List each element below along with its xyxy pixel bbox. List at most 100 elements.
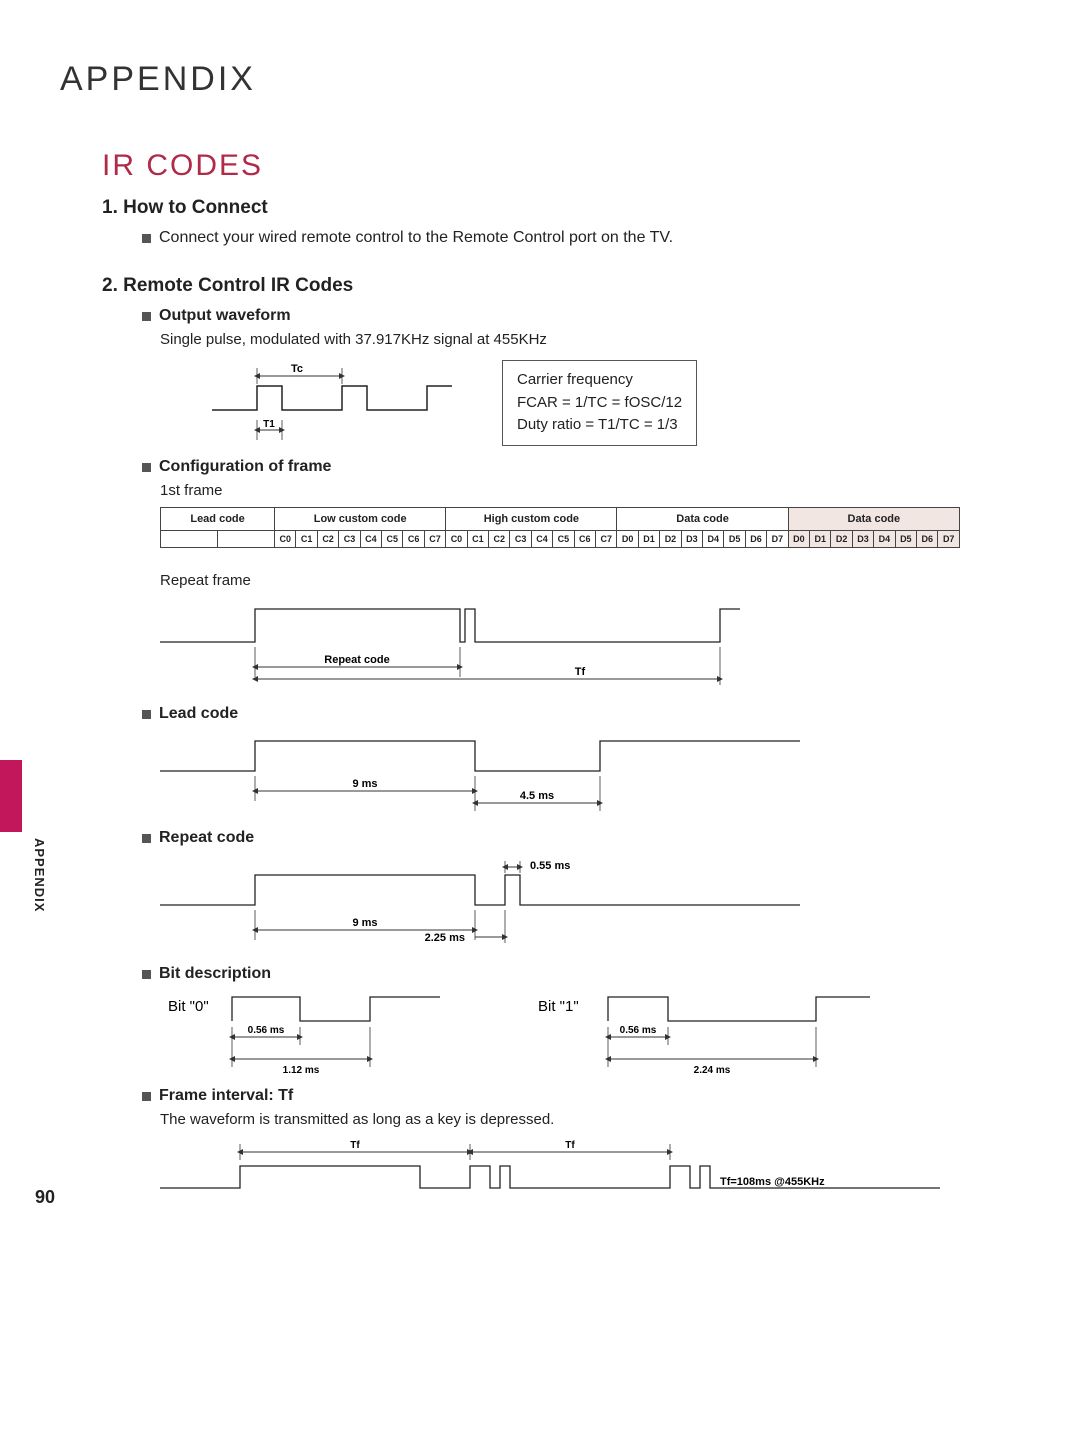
byte-cell: C3 (339, 531, 360, 548)
content-area: 1. How to Connect Connect your wired rem… (102, 197, 1020, 1208)
frame-table: Lead code Low custom code High custom co… (160, 507, 960, 548)
repeat-055: 0.55 ms (530, 860, 570, 872)
byte-cell: D5 (895, 531, 916, 548)
tc-label: Tc (291, 363, 303, 375)
remote-ir-heading: 2. Remote Control IR Codes (102, 275, 1020, 297)
lead-blank1 (161, 531, 218, 548)
first-frame-label: 1st frame (160, 482, 1020, 499)
bit1-block: Bit "1" 0.56 ms 2.24 ms (530, 989, 870, 1079)
t1-label: T1 (263, 419, 275, 430)
bit-desc-label: Bit description (159, 965, 271, 983)
lead-45ms: 4.5 ms (520, 790, 554, 802)
bit0-112: 1.12 ms (283, 1065, 320, 1076)
appendix-heading: APPENDIX (60, 60, 1020, 99)
square-bullet-icon (142, 1092, 151, 1101)
ir-codes-heading: IR CODES (102, 149, 1020, 183)
waveform-row: Tc T1 Carrier frequency FCAR = 1/TC = fO… (202, 360, 1020, 450)
carrier-line1: Carrier frequency (517, 369, 682, 392)
config-frame-label: Configuration of frame (159, 458, 331, 476)
frame-interval-label: Frame interval: Tf (159, 1087, 293, 1105)
byte-cell: D4 (703, 531, 724, 548)
byte-cell: D6 (917, 531, 938, 548)
repeat-frame-label: Repeat frame (160, 572, 1020, 589)
th-lead: Lead code (161, 508, 275, 531)
lead-code-label: Lead code (159, 705, 238, 723)
config-frame-bullet: Configuration of frame (142, 458, 1020, 476)
square-bullet-icon (142, 234, 151, 243)
repeat-code-svg: 0.55 ms 9 ms 2.25 ms (160, 855, 800, 955)
side-label: APPENDIX (32, 838, 47, 912)
byte-cell: D3 (681, 531, 702, 548)
output-waveform-bullet: Output waveform (142, 307, 1020, 325)
frame-byte-row: C0C1C2C3C4C5C6C7C0C1C2C3C4C5C6C7D0D1D2D3… (161, 531, 960, 548)
connect-text: Connect your wired remote control to the… (159, 229, 673, 247)
bit1-label: Bit "1" (538, 998, 579, 1015)
bit1-056: 0.56 ms (620, 1025, 657, 1036)
tf-dim: Tf (575, 666, 586, 678)
repeat-frame-svg: Repeat code Tf (160, 597, 800, 687)
frame-table-wrap: Lead code Low custom code High custom co… (160, 507, 1020, 548)
byte-cell: D0 (788, 531, 809, 548)
byte-cell: C2 (317, 531, 338, 548)
frame-interval-svg: Tf Tf Tf=108ms @455KHz (160, 1138, 960, 1208)
carrier-line2: FCAR = 1/TC = fOSC/12 (517, 392, 682, 415)
lead-code-bullet: Lead code (142, 705, 1020, 723)
byte-cell: C0 (446, 531, 467, 548)
byte-cell: C4 (360, 531, 381, 548)
square-bullet-icon (142, 463, 151, 472)
repeat-9ms: 9 ms (352, 917, 377, 929)
tc-waveform-svg: Tc T1 (202, 360, 462, 450)
byte-cell: C5 (382, 531, 403, 548)
byte-cell: D7 (767, 531, 788, 548)
bit0-label: Bit "0" (168, 998, 209, 1015)
bit0-056: 0.56 ms (248, 1025, 285, 1036)
byte-cell: C4 (531, 531, 552, 548)
byte-cell: D7 (938, 531, 960, 548)
byte-cell: C1 (296, 531, 317, 548)
repeat-code-svg-wrap: 0.55 ms 9 ms 2.25 ms (160, 855, 1020, 955)
bit1-svg: Bit "1" 0.56 ms 2.24 ms (530, 989, 870, 1079)
byte-cell: C0 (275, 531, 296, 548)
bit0-svg: Bit "0" 0.56 ms 1.12 ms (160, 989, 450, 1079)
th-highcustom: High custom code (446, 508, 617, 531)
bit0-block: Bit "0" 0.56 ms 1.12 ms (160, 989, 450, 1079)
byte-cell: C7 (424, 531, 445, 548)
byte-cell: C7 (595, 531, 616, 548)
square-bullet-icon (142, 834, 151, 843)
carrier-info-box: Carrier frequency FCAR = 1/TC = fOSC/12 … (502, 360, 697, 446)
output-waveform-label: Output waveform (159, 307, 291, 325)
bit-row: Bit "0" 0.56 ms 1.12 ms Bit "1" 0.56 ms (160, 989, 1020, 1079)
lead-code-svg-wrap: 9 ms 4.5 ms (160, 731, 1020, 819)
page-number: 90 (35, 1187, 55, 1208)
byte-cell: C5 (553, 531, 574, 548)
th-data1: Data code (617, 508, 788, 531)
repeat-code-bullet: Repeat code (142, 829, 1020, 847)
frame-interval-desc: The waveform is transmitted as long as a… (160, 1109, 1020, 1130)
byte-cell: D0 (617, 531, 638, 548)
square-bullet-icon (142, 970, 151, 979)
bit-desc-bullet: Bit description (142, 965, 1020, 983)
fi-tf2: Tf (565, 1140, 575, 1151)
lead-9ms: 9 ms (352, 778, 377, 790)
byte-cell: D2 (831, 531, 852, 548)
repeat-frame-svg-wrap: Repeat code Tf (160, 597, 1020, 687)
byte-cell: D4 (874, 531, 895, 548)
byte-cell: C3 (510, 531, 531, 548)
side-tab (0, 760, 22, 832)
fi-note: Tf=108ms @455KHz (720, 1176, 825, 1188)
byte-cell: C6 (574, 531, 595, 548)
frame-interval-bullet: Frame interval: Tf (142, 1087, 1020, 1105)
frame-header-row: Lead code Low custom code High custom co… (161, 508, 960, 531)
byte-cell: D1 (810, 531, 831, 548)
byte-cell: C2 (489, 531, 510, 548)
byte-cell: C1 (467, 531, 488, 548)
th-data2: Data code (788, 508, 959, 531)
connect-bullet: Connect your wired remote control to the… (142, 229, 1020, 247)
bit1-224: 2.24 ms (694, 1065, 731, 1076)
frame-interval-svg-wrap: Tf Tf Tf=108ms @455KHz (160, 1138, 1020, 1208)
lead-code-svg: 9 ms 4.5 ms (160, 731, 800, 819)
byte-cell: D3 (852, 531, 873, 548)
byte-cell: D6 (745, 531, 766, 548)
output-waveform-desc: Single pulse, modulated with 37.917KHz s… (160, 329, 1020, 350)
square-bullet-icon (142, 312, 151, 321)
